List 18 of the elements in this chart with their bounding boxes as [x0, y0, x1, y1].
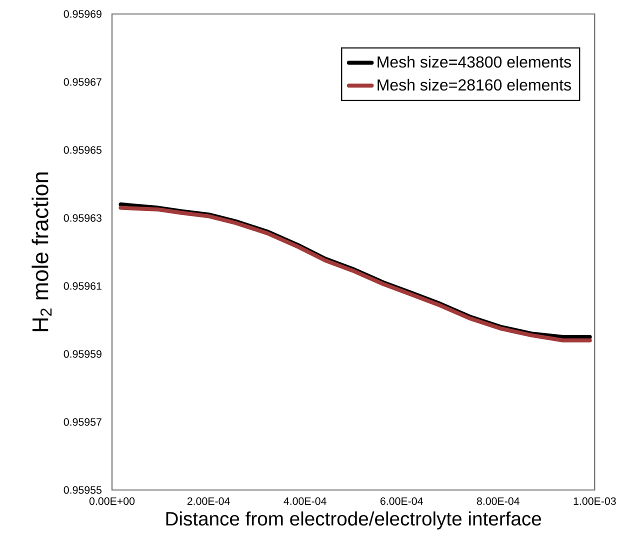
legend-label: Mesh size=28160 elements [378, 78, 571, 91]
x-axis-title: Distance from electrode/electrolyte interface [166, 511, 542, 530]
y-tick-label: 0.95961 [64, 282, 102, 290]
x-tick-label: 1.00E-03 [574, 497, 616, 505]
x-tick-label: 6.00E-04 [380, 497, 423, 505]
y-axis-title: H$_{2}$ mole fraction [32, 172, 52, 332]
x-tick-label: 4.00E-04 [284, 497, 326, 505]
y-tick-label: 0.95967 [64, 78, 102, 86]
x-tick-label: 2.00E-04 [187, 497, 230, 505]
y-tick-label: 0.95957 [64, 418, 102, 426]
y-tick-label: 0.95969 [64, 10, 102, 18]
y-tick-label: 0.95965 [64, 146, 102, 154]
legend-label: Mesh size=43800 elements [378, 56, 571, 68]
y-tick-label: 0.95955 [64, 486, 102, 494]
x-tick-label: 8.00E-04 [476, 497, 520, 505]
x-tick-label: 0.00E+00 [89, 497, 135, 505]
y-tick-label: 0.95959 [64, 350, 102, 358]
y-tick-label: 0.95963 [64, 214, 102, 222]
